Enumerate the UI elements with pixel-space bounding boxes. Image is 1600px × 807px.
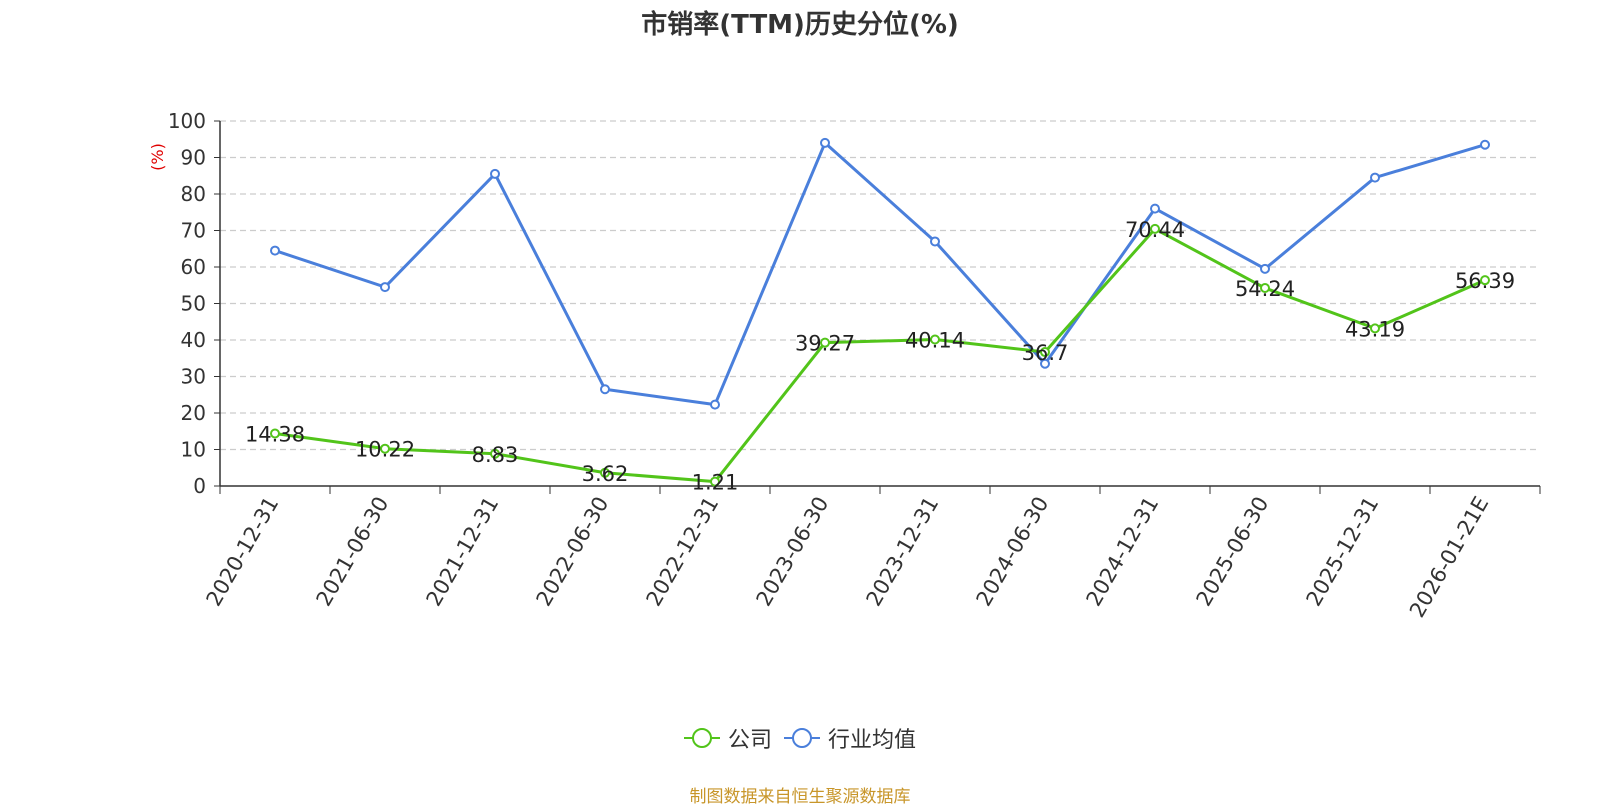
x-tick-label: 2023-12-31: [862, 493, 944, 611]
x-tick-label: 2024-06-30: [972, 493, 1054, 611]
x-tick-label: 2025-12-31: [1302, 493, 1384, 611]
x-tick-label: 2024-12-31: [1082, 493, 1164, 611]
legend-company-marker-icon: [683, 728, 720, 748]
industry-average-data-point: [600, 384, 610, 395]
data-source-note: 制图数据来自恒生聚源数据库: [689, 787, 911, 807]
x-tick-label: 2026-01-21E: [1405, 493, 1493, 622]
industry-average-data-point: [820, 137, 830, 148]
legend-item-industry-average[interactable]: 行业均值: [784, 722, 916, 754]
company-data-label: 70.44: [1125, 218, 1185, 242]
y-tick-label: 0: [193, 474, 206, 498]
company-data-label: 56.39: [1455, 269, 1515, 293]
company-data-label: 1.21: [692, 471, 739, 495]
company-data-point: [820, 337, 830, 348]
company-data-point: [930, 334, 940, 345]
industry-average-data-point: [1480, 139, 1490, 150]
chart-title: 市销率(TTM)历史分位(%): [641, 10, 959, 40]
y-tick-label: 60: [181, 255, 206, 279]
y-tick-label: 10: [181, 438, 206, 462]
company-data-point: [1260, 283, 1270, 294]
legend-item-company[interactable]: 公司: [683, 722, 772, 754]
x-tick-label: 2025-06-30: [1192, 493, 1274, 611]
company-data-label: 10.22: [355, 438, 415, 462]
y-tick-label: 80: [181, 182, 206, 206]
x-tick-label: 2020-12-31: [202, 493, 284, 611]
company-series-line: [274, 227, 1486, 484]
x-tick-label: 2021-12-31: [422, 493, 504, 611]
y-tick-label: 50: [181, 292, 206, 316]
industry-average-series-line: [274, 141, 1486, 407]
industry-average-data-point: [490, 168, 500, 179]
company-data-label: 8.83: [472, 443, 519, 467]
company-data-point: [490, 448, 500, 459]
y-tick-label: 40: [181, 328, 206, 352]
industry-average-data-point: [1040, 358, 1050, 369]
company-data-point: [1150, 223, 1160, 234]
company-data-point: [1040, 347, 1050, 358]
industry-average-data-point: [1260, 263, 1270, 274]
x-tick-label: 2021-06-30: [312, 493, 394, 611]
y-tick-label: 100: [168, 109, 206, 133]
company-data-point: [380, 443, 390, 454]
y-axis-label: (%): [148, 143, 167, 171]
y-tick-label: 30: [181, 365, 206, 389]
industry-average-data-point: [1150, 203, 1160, 214]
company-data-point: [710, 476, 720, 487]
company-data-point: [1370, 323, 1380, 334]
legend-industry-marker-icon: [784, 728, 820, 748]
legend-company-label: 公司: [727, 728, 772, 753]
y-tick-label: 70: [181, 219, 206, 243]
company-data-label: 40.14: [905, 328, 965, 352]
company-data-label: 43.19: [1345, 317, 1405, 341]
x-tick-label: 2023-06-30: [752, 493, 834, 611]
x-tick-label: 2022-06-30: [532, 493, 614, 611]
y-tick-label: 90: [181, 146, 206, 170]
legend-industry-label: 行业均值: [828, 728, 917, 753]
company-data-label: 36.7: [1022, 341, 1069, 365]
industry-average-data-point: [270, 245, 280, 256]
industry-average-data-point: [930, 236, 940, 247]
company-data-point: [600, 467, 610, 478]
legend: 公司 行业均值: [0, 722, 1600, 754]
industry-average-data-point: [710, 399, 720, 410]
company-data-label: 54.24: [1235, 277, 1295, 301]
x-tick-label: 2022-12-31: [642, 493, 724, 611]
company-data-label: 14.38: [245, 423, 305, 447]
company-data-point: [270, 428, 280, 439]
company-data-label: 39.27: [795, 332, 855, 356]
y-tick-label: 20: [181, 401, 206, 425]
company-data-label: 3.62: [582, 462, 629, 486]
industry-average-data-point: [1370, 172, 1380, 183]
company-data-point: [1480, 275, 1490, 286]
industry-average-data-point: [380, 282, 390, 293]
